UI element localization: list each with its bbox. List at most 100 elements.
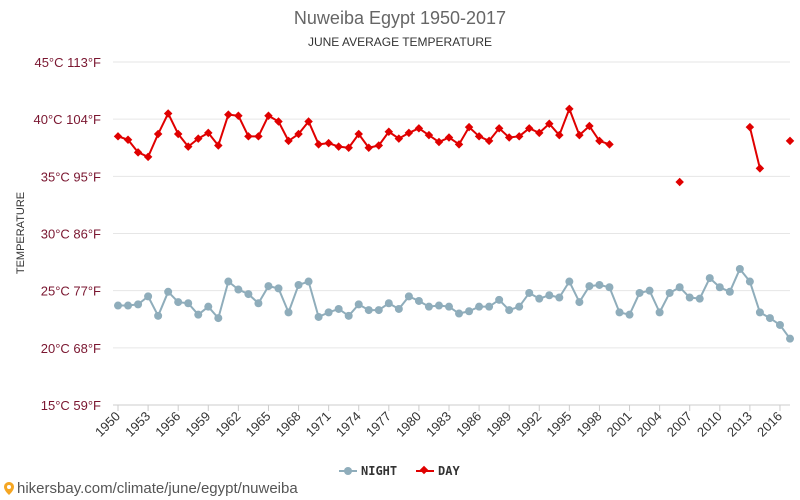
data-point-night[interactable] (254, 299, 263, 308)
data-point-night[interactable] (354, 300, 363, 309)
legend-item-day[interactable]: DAY (416, 464, 460, 478)
data-point-day[interactable] (454, 140, 464, 149)
data-point-night[interactable] (174, 298, 183, 307)
data-point-night[interactable] (394, 304, 403, 313)
data-point-day[interactable] (374, 141, 384, 150)
data-point-night[interactable] (374, 306, 383, 315)
data-point-night[interactable] (184, 299, 193, 308)
data-point-night[interactable] (615, 308, 624, 317)
data-point-night[interactable] (154, 311, 163, 320)
data-point-day[interactable] (264, 111, 273, 120)
data-point-night[interactable] (114, 301, 123, 310)
data-point-night[interactable] (525, 288, 534, 297)
data-point-night[interactable] (224, 277, 233, 286)
data-point-night[interactable] (585, 282, 594, 291)
data-point-night[interactable] (294, 280, 303, 289)
data-point-night[interactable] (535, 294, 544, 303)
data-point-day[interactable] (675, 177, 684, 187)
data-point-day[interactable] (113, 132, 123, 141)
data-point-day[interactable] (334, 142, 343, 151)
legend-item-night[interactable]: NIGHT (339, 464, 397, 478)
data-point-day[interactable] (153, 129, 163, 139)
data-point-day[interactable] (394, 134, 404, 143)
data-point-night[interactable] (735, 264, 744, 273)
data-point-night[interactable] (715, 283, 724, 292)
data-point-night[interactable] (786, 334, 794, 343)
data-point-day[interactable] (755, 164, 765, 173)
data-point-day[interactable] (404, 128, 414, 138)
data-point-night[interactable] (284, 308, 293, 317)
data-point-night[interactable] (605, 283, 614, 292)
data-point-day[interactable] (504, 133, 514, 142)
data-point-day[interactable] (244, 132, 253, 141)
data-point-day[interactable] (133, 148, 143, 157)
data-point-day[interactable] (194, 134, 203, 143)
data-point-day[interactable] (143, 152, 153, 162)
data-point-night[interactable] (775, 320, 784, 329)
data-point-night[interactable] (625, 310, 634, 319)
data-point-night[interactable] (645, 286, 654, 295)
data-point-night[interactable] (344, 311, 353, 320)
data-point-night[interactable] (244, 290, 253, 299)
data-point-night[interactable] (455, 309, 464, 318)
data-point-night[interactable] (424, 302, 433, 311)
data-point-day[interactable] (123, 135, 133, 144)
data-point-day[interactable] (474, 132, 484, 141)
data-point-day[interactable] (605, 140, 614, 149)
data-point-night[interactable] (765, 314, 774, 323)
data-point-night[interactable] (485, 302, 494, 311)
data-point-night[interactable] (685, 293, 694, 302)
data-point-day[interactable] (163, 109, 173, 118)
data-point-night[interactable] (124, 301, 133, 310)
data-point-day[interactable] (434, 137, 444, 147)
data-point-night[interactable] (595, 280, 604, 289)
data-point-day[interactable] (745, 122, 755, 132)
data-point-night[interactable] (144, 292, 153, 301)
data-point-day[interactable] (364, 143, 373, 152)
data-point-day[interactable] (384, 127, 394, 136)
data-point-night[interactable] (575, 298, 584, 307)
data-point-day[interactable] (354, 129, 363, 139)
data-point-night[interactable] (475, 302, 484, 311)
data-point-night[interactable] (444, 302, 453, 311)
watermark-link[interactable]: hikersbay.com/climate/june/egypt/nuweiba (4, 480, 298, 497)
data-point-day[interactable] (183, 142, 193, 151)
data-point-day[interactable] (314, 140, 323, 149)
data-point-night[interactable] (304, 277, 313, 286)
data-point-day[interactable] (254, 132, 263, 141)
data-point-day[interactable] (204, 128, 213, 138)
data-point-night[interactable] (274, 284, 283, 293)
data-point-day[interactable] (344, 143, 353, 152)
data-point-night[interactable] (755, 308, 764, 317)
data-point-night[interactable] (164, 287, 173, 296)
data-point-day[interactable] (484, 136, 494, 146)
data-point-day[interactable] (444, 133, 454, 142)
data-point-night[interactable] (545, 291, 554, 300)
data-point-day[interactable] (304, 117, 313, 126)
data-point-night[interactable] (434, 301, 443, 310)
data-point-day[interactable] (424, 130, 434, 140)
data-point-night[interactable] (134, 300, 143, 309)
data-point-night[interactable] (695, 294, 704, 303)
data-point-night[interactable] (234, 285, 243, 294)
data-point-day[interactable] (284, 136, 293, 146)
data-point-day[interactable] (274, 117, 283, 126)
data-point-day[interactable] (173, 129, 183, 139)
data-point-day[interactable] (214, 141, 223, 150)
data-point-night[interactable] (414, 296, 423, 305)
data-point-night[interactable] (264, 282, 273, 291)
legend[interactable]: NIGHT DAY (339, 464, 460, 478)
data-point-night[interactable] (194, 310, 203, 319)
data-point-night[interactable] (675, 283, 684, 292)
data-point-night[interactable] (495, 295, 504, 304)
data-point-night[interactable] (635, 288, 644, 297)
data-point-night[interactable] (725, 287, 734, 296)
data-point-night[interactable] (204, 302, 213, 311)
data-point-night[interactable] (384, 299, 393, 308)
data-point-night[interactable] (404, 292, 413, 301)
data-point-night[interactable] (565, 277, 574, 286)
data-point-night[interactable] (334, 304, 343, 313)
data-point-night[interactable] (505, 306, 514, 315)
data-point-night[interactable] (214, 314, 223, 323)
data-point-night[interactable] (555, 293, 564, 302)
